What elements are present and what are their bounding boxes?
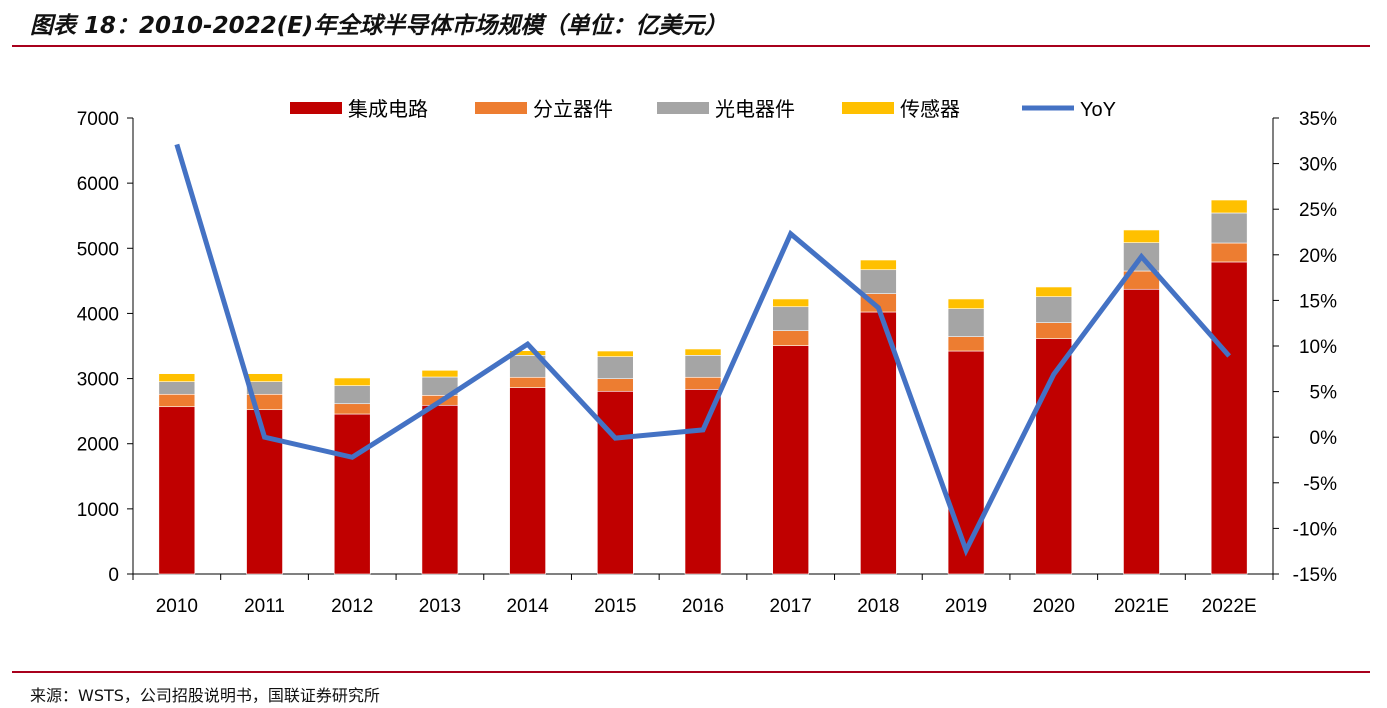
bar-传感器 bbox=[333, 377, 371, 386]
legend-label: 传感器 bbox=[900, 98, 960, 121]
bar-传感器 bbox=[684, 348, 722, 356]
x-tick-label: 2019 bbox=[945, 596, 987, 617]
right-tick-label: 20% bbox=[1299, 246, 1337, 267]
legend-swatch-传感器 bbox=[842, 102, 894, 114]
right-tick-label: -10% bbox=[1293, 519, 1337, 540]
bar-光电器件 bbox=[158, 381, 196, 395]
x-tick-label: 2010 bbox=[156, 596, 198, 617]
right-tick-label: -15% bbox=[1293, 565, 1337, 586]
left-tick-label: 1000 bbox=[77, 500, 119, 521]
bar-集成电路 bbox=[421, 404, 459, 575]
bar-传感器 bbox=[1210, 199, 1248, 214]
bar-传感器 bbox=[158, 373, 196, 382]
bar-分立器件 bbox=[684, 376, 722, 390]
bar-集成电路 bbox=[509, 387, 546, 575]
right-tick-label: 10% bbox=[1299, 337, 1337, 358]
bar-传感器 bbox=[421, 369, 459, 378]
x-tick-label: 2013 bbox=[419, 596, 461, 617]
bar-集成电路 bbox=[772, 345, 809, 575]
bar-集成电路 bbox=[597, 390, 634, 575]
bar-光电器件 bbox=[597, 356, 634, 380]
title-divider bbox=[12, 45, 1370, 47]
bar-传感器 bbox=[1035, 286, 1073, 297]
chart-title: 图表 18：2010-2022(E)年全球半导体市场规模（单位：亿美元） bbox=[30, 13, 728, 39]
left-tick-label: 2000 bbox=[77, 435, 119, 456]
x-tick-label: 2017 bbox=[770, 596, 812, 617]
left-tick-label: 6000 bbox=[77, 174, 119, 195]
bar-传感器 bbox=[860, 259, 897, 271]
left-tick-label: 5000 bbox=[77, 239, 119, 260]
right-tick-label: 5% bbox=[1310, 383, 1338, 404]
bar-分立器件 bbox=[772, 330, 809, 346]
bar-集成电路 bbox=[1123, 288, 1160, 575]
bar-光电器件 bbox=[1035, 296, 1073, 323]
x-tick-label: 2020 bbox=[1033, 596, 1075, 617]
bar-集成电路 bbox=[947, 350, 985, 575]
bar-传感器 bbox=[246, 373, 283, 382]
bar-光电器件 bbox=[333, 385, 371, 405]
left-tick-label: 7000 bbox=[77, 109, 119, 130]
bar-分立器件 bbox=[597, 378, 634, 392]
legend-swatch-集成电路 bbox=[290, 102, 342, 114]
legend-label: 光电器件 bbox=[715, 98, 795, 121]
legend-label: YoY bbox=[1080, 99, 1116, 121]
x-tick-label: 2021E bbox=[1114, 596, 1169, 617]
legend-label: 集成电路 bbox=[348, 98, 428, 121]
right-tick-label: 30% bbox=[1299, 155, 1337, 176]
bar-集成电路 bbox=[333, 413, 371, 575]
bar-集成电路 bbox=[158, 406, 196, 575]
legend-swatch-光电器件 bbox=[657, 102, 709, 114]
right-tick-label: 35% bbox=[1299, 109, 1337, 130]
right-tick-label: 0% bbox=[1310, 428, 1338, 449]
x-tick-label: 2011 bbox=[244, 596, 285, 617]
bar-传感器 bbox=[947, 298, 985, 309]
bar-光电器件 bbox=[772, 306, 809, 331]
bar-传感器 bbox=[772, 298, 809, 308]
legend-swatch-分立器件 bbox=[475, 102, 527, 114]
bar-光电器件 bbox=[1210, 212, 1248, 244]
bar-分立器件 bbox=[158, 393, 196, 408]
left-tick-label: 4000 bbox=[77, 304, 119, 325]
bar-分立器件 bbox=[509, 376, 546, 388]
bar-分立器件 bbox=[1035, 322, 1073, 340]
bar-分立器件 bbox=[333, 403, 371, 415]
right-tick-label: 15% bbox=[1299, 291, 1337, 312]
footer-divider bbox=[12, 671, 1370, 673]
source-note: 来源：WSTS，公司招股说明书，国联证券研究所 bbox=[30, 686, 380, 705]
x-tick-label: 2015 bbox=[594, 596, 636, 617]
right-tick-label: -5% bbox=[1303, 474, 1337, 495]
bar-分立器件 bbox=[947, 336, 985, 352]
x-tick-label: 2022E bbox=[1202, 596, 1257, 617]
x-tick-label: 2012 bbox=[331, 596, 373, 617]
right-tick-label: 25% bbox=[1299, 200, 1337, 221]
bar-集成电路 bbox=[684, 389, 722, 575]
bar-集成电路 bbox=[1210, 261, 1248, 575]
bar-光电器件 bbox=[860, 269, 897, 294]
x-tick-label: 2016 bbox=[682, 596, 724, 617]
bar-传感器 bbox=[1123, 229, 1160, 243]
bar-光电器件 bbox=[947, 308, 985, 337]
bar-集成电路 bbox=[860, 311, 897, 575]
bar-光电器件 bbox=[684, 355, 722, 378]
left-tick-label: 3000 bbox=[77, 370, 119, 391]
left-tick-label: 0 bbox=[108, 565, 119, 586]
bar-分立器件 bbox=[1210, 242, 1248, 263]
bar-传感器 bbox=[597, 350, 634, 357]
x-tick-label: 2014 bbox=[506, 596, 549, 617]
x-tick-label: 2018 bbox=[857, 596, 899, 617]
legend-label: 分立器件 bbox=[533, 98, 613, 121]
